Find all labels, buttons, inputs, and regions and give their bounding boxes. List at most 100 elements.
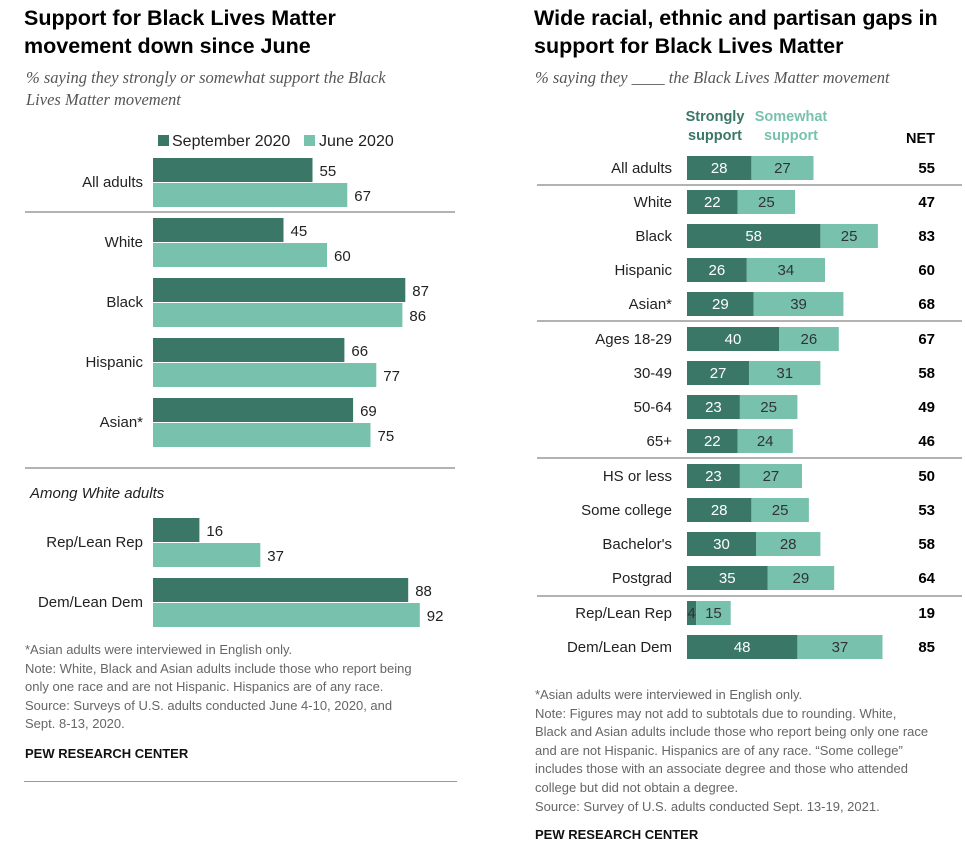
value-label-strongly: 40 bbox=[725, 331, 742, 348]
bar-strongly bbox=[687, 395, 740, 419]
left-chart: September 2020 June 2020 Among White adult… bbox=[25, 133, 455, 627]
net-value: 19 bbox=[918, 605, 935, 622]
category-label: Rep/Lean Rep bbox=[575, 605, 672, 622]
value-label: 87 bbox=[412, 283, 429, 300]
bar-somewhat bbox=[696, 601, 731, 625]
left-title: Support for Black Lives Matter movement … bbox=[24, 4, 336, 60]
value-label-strongly: 35 bbox=[719, 570, 736, 587]
legend-label-september: September 2020 bbox=[172, 133, 290, 150]
bar-strongly bbox=[687, 224, 821, 248]
value-label-somewhat: 25 bbox=[772, 502, 789, 519]
value-label-somewhat: 25 bbox=[760, 399, 777, 416]
left-note-line: Source: Surveys of U.S. adults conducted… bbox=[25, 697, 393, 713]
value-label-somewhat: 28 bbox=[780, 536, 797, 553]
right-notes: *Asian adults were interviewed in Englis… bbox=[535, 686, 928, 816]
net-value: 85 bbox=[918, 639, 935, 656]
net-value: 58 bbox=[918, 365, 935, 382]
value-label-strongly: 23 bbox=[705, 468, 722, 485]
right-note-line: *Asian adults were interviewed in Englis… bbox=[535, 687, 803, 702]
right-title-line: Wide racial, ethnic and partisan gaps in bbox=[534, 6, 938, 30]
right-subtitle: % saying they ____ the Black Lives Matte… bbox=[535, 68, 890, 87]
left-note-line: Note: White, Black and Asian adults incl… bbox=[25, 660, 412, 676]
bar-somewhat bbox=[739, 464, 802, 488]
bar-strongly bbox=[687, 635, 798, 659]
legend-label-somewhat-line: Somewhat bbox=[755, 109, 828, 125]
category-label: Dem/Lean Dem bbox=[567, 639, 672, 656]
value-label-strongly: 27 bbox=[710, 365, 727, 382]
bar bbox=[153, 543, 261, 567]
bar-somewhat bbox=[756, 532, 821, 556]
value-label-strongly: 28 bbox=[711, 160, 728, 177]
category-label: Postgrad bbox=[612, 570, 672, 587]
value-label-strongly: 22 bbox=[704, 194, 721, 211]
bar-somewhat bbox=[751, 498, 809, 522]
bar-somewhat bbox=[737, 429, 793, 453]
left-subtitle-line: Lives Matter movement bbox=[26, 90, 181, 109]
value-label-strongly: 4 bbox=[687, 605, 695, 622]
bar bbox=[153, 243, 327, 267]
category-label: Rep/Lean Rep bbox=[46, 534, 143, 551]
value-label-somewhat: 34 bbox=[778, 262, 795, 279]
category-label: Bachelor's bbox=[602, 536, 672, 553]
legend-swatch-june bbox=[304, 135, 315, 146]
value-label: 55 bbox=[320, 163, 337, 180]
value-label-strongly: 58 bbox=[745, 228, 762, 245]
left-subtitle: % saying they strongly or somewhat suppo… bbox=[26, 67, 386, 111]
bar bbox=[153, 423, 371, 447]
value-label-strongly: 28 bbox=[711, 502, 728, 519]
left-title-line: movement down since June bbox=[24, 34, 311, 58]
category-label: Black bbox=[106, 294, 143, 311]
bar-strongly bbox=[687, 566, 768, 590]
category-label: Dem/Lean Dem bbox=[38, 594, 143, 611]
bar bbox=[153, 518, 200, 542]
bar-strongly bbox=[687, 327, 779, 351]
net-value: 83 bbox=[918, 228, 935, 245]
net-value: 60 bbox=[918, 262, 935, 279]
category-label: Asian* bbox=[100, 414, 144, 431]
left-brand: PEW RESEARCH CENTER bbox=[25, 746, 189, 761]
value-label: 88 bbox=[415, 583, 432, 600]
legend-label-somewhat-line: support bbox=[764, 128, 818, 144]
bar bbox=[153, 158, 313, 182]
net-value: 68 bbox=[918, 296, 935, 313]
value-label: 66 bbox=[351, 343, 368, 360]
bar-somewhat bbox=[767, 566, 835, 590]
value-label: 86 bbox=[409, 308, 426, 325]
left-notes: *Asian adults were interviewed in Englis… bbox=[25, 641, 412, 734]
category-label: HS or less bbox=[603, 468, 672, 485]
value-label-somewhat: 27 bbox=[774, 160, 791, 177]
legend-label-strongly-line: support bbox=[688, 128, 742, 144]
bar-somewhat bbox=[746, 258, 825, 282]
net-value: 46 bbox=[918, 433, 935, 450]
bar-strongly bbox=[687, 190, 738, 214]
value-label: 16 bbox=[206, 523, 223, 540]
bar-somewhat bbox=[739, 395, 798, 419]
net-value: 47 bbox=[918, 194, 935, 211]
bar bbox=[153, 303, 403, 327]
category-label: 50-64 bbox=[634, 399, 672, 416]
value-label-somewhat: 31 bbox=[776, 365, 793, 382]
right-note-line: includes those with an associate degree … bbox=[535, 761, 908, 777]
bar bbox=[153, 183, 348, 207]
value-label-somewhat: 15 bbox=[705, 605, 722, 622]
value-label-somewhat: 26 bbox=[801, 331, 818, 348]
category-label: Black bbox=[635, 228, 672, 245]
value-label: 67 bbox=[354, 188, 371, 205]
left-note-line: Sept. 8-13, 2020. bbox=[25, 716, 125, 732]
net-value: 55 bbox=[918, 160, 935, 177]
bar-somewhat bbox=[737, 190, 796, 214]
net-value: 49 bbox=[918, 399, 935, 416]
value-label-strongly: 22 bbox=[704, 433, 721, 450]
category-label: 65+ bbox=[647, 433, 673, 450]
category-label: White bbox=[105, 234, 143, 251]
value-label-strongly: 26 bbox=[709, 262, 726, 279]
bar-strongly bbox=[687, 601, 697, 625]
bar-strongly bbox=[687, 498, 752, 522]
value-label-somewhat: 24 bbox=[757, 433, 774, 450]
net-value: 64 bbox=[918, 570, 935, 587]
value-label: 69 bbox=[360, 403, 377, 420]
right-chart: Strongly support Somewhat support NET All adu… bbox=[537, 109, 962, 659]
right-title-line: support for Black Lives Matter bbox=[534, 34, 844, 58]
value-label: 77 bbox=[383, 368, 400, 385]
right-title: Wide racial, ethnic and partisan gaps in… bbox=[534, 4, 938, 60]
